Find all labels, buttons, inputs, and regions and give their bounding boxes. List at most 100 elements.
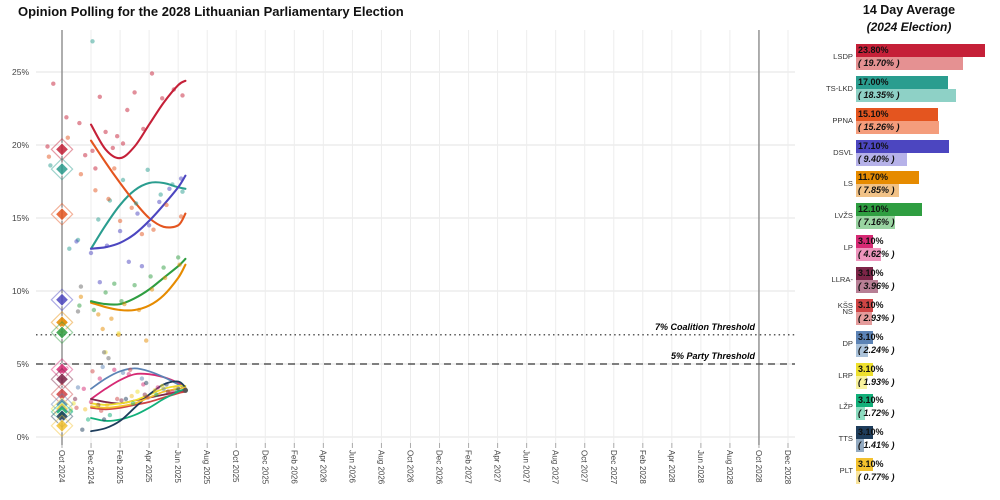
avg-value: 3.10%	[858, 427, 884, 438]
avg-value: 3.10%	[858, 363, 884, 374]
x-tick-label: Feb 2027	[464, 450, 473, 484]
x-tick-label: Jun 2025	[173, 450, 182, 483]
party-row-LLRA-KŠS: LLRA-KŠS 3.10% ( 3.96% )	[820, 266, 1000, 310]
scatter-point	[148, 274, 153, 279]
party-label: PLT	[839, 466, 853, 476]
party-row-LRP: LRP 3.10% ( 1.93% )	[820, 362, 1000, 390]
scatter-point	[109, 316, 114, 321]
election-bar	[856, 216, 895, 230]
scatter-point	[74, 239, 79, 244]
scatter-point	[72, 396, 78, 402]
avg-bar	[856, 171, 920, 185]
party-label: TS-LKD	[825, 83, 853, 93]
election-value: ( 1.72% )	[858, 408, 895, 419]
scatter-point	[116, 331, 121, 336]
avg-value: 15.10%	[858, 108, 889, 119]
party-row-NS: NS 3.10% ( 2.93% )	[820, 298, 1000, 326]
scatter-point	[132, 90, 137, 95]
x-tick-label: Aug 2025	[202, 450, 211, 485]
election-bar	[856, 152, 907, 166]
election-bar	[856, 279, 878, 293]
x-tick-label: Jun 2028	[696, 450, 705, 483]
election-bar	[856, 375, 867, 389]
scatter-point	[112, 281, 117, 286]
party-label: LVŽS	[834, 211, 853, 221]
scatter-point	[164, 202, 169, 208]
trend-convergence-dot	[182, 387, 189, 393]
scatter-point	[115, 396, 120, 402]
scatter-point	[104, 243, 110, 248]
scatter-point	[129, 205, 134, 210]
election-value: ( 2.93% )	[858, 312, 895, 323]
scatter-point	[119, 299, 124, 304]
scatter-point	[104, 402, 110, 408]
scatter-point	[139, 231, 145, 237]
trend-line-LS	[89, 263, 187, 312]
election-marker-TS-LKD	[55, 162, 69, 176]
election-bar	[856, 57, 963, 70]
party-label: NS	[842, 306, 853, 316]
x-tick-label: Oct 2026	[405, 450, 414, 483]
election-value: ( 0.77% )	[858, 472, 895, 483]
x-axis-labels: Oct 2024 Dec 2024 Feb 2025 Apr 2025 Jun 2025…	[57, 450, 792, 485]
x-tick-label: Feb 2028	[638, 450, 647, 484]
trend-line-PPNA	[89, 139, 187, 229]
election-value: ( 15.26% )	[858, 121, 900, 132]
scatter-point	[90, 148, 95, 153]
election-marker-PLT	[55, 418, 69, 433]
election-marker-halo	[50, 358, 74, 381]
scatter-point	[162, 275, 168, 281]
avg-value: 3.10%	[858, 267, 884, 278]
x-tick-label: Apr 2027	[493, 450, 502, 483]
scatter-point	[96, 217, 101, 222]
avg-bar	[856, 362, 873, 376]
x-tick-label: Dec 2027	[609, 450, 618, 485]
avg-bar	[856, 203, 922, 217]
scatter-point	[173, 385, 178, 390]
election-result-markers	[50, 137, 74, 438]
scatter-point	[155, 385, 160, 390]
y-tick-label: 5%	[17, 359, 30, 369]
scatter-point	[178, 176, 184, 181]
scatter-point	[46, 154, 52, 159]
scatter-point	[145, 167, 150, 172]
scatter-point	[130, 401, 136, 406]
x-tick-label: Aug 2026	[376, 450, 385, 485]
scatter-point	[77, 120, 82, 126]
scatter-point	[93, 188, 98, 193]
party-label: LP	[843, 243, 853, 253]
y-tick-label: 25%	[12, 67, 29, 77]
election-marker-halo	[50, 321, 74, 344]
x-tick-label: Dec 2025	[260, 450, 269, 485]
polling-timeline-chart: Oct 2024 Dec 2024 Feb 2025 Apr 2025 Jun 2025…	[12, 30, 795, 485]
scatter-point	[115, 134, 120, 139]
election-marker-LLRA-KŠS	[55, 372, 69, 387]
y-tick-label: 10%	[12, 286, 29, 296]
party-row-TS-LKD: TS-LKD 17.00% ( 18.35% )	[820, 75, 1000, 103]
avg-bar	[856, 298, 873, 312]
election-bar	[856, 120, 939, 134]
x-tick-label: Jun 2026	[347, 450, 356, 483]
scatter-point	[78, 294, 84, 299]
scatter-point	[167, 391, 172, 396]
party-row-LSDP: LSDP 23.80% ( 19.70% )	[820, 44, 1000, 71]
party-label: LLRA-KŠS	[831, 274, 853, 310]
scatter-point	[51, 81, 56, 86]
scatter-point	[139, 264, 145, 269]
election-marker-LP	[55, 362, 69, 377]
scatter-point	[170, 182, 175, 187]
scatter-point	[144, 338, 149, 343]
avg-bar	[856, 75, 949, 89]
scatter-point	[93, 166, 98, 171]
trend-lines	[89, 79, 187, 433]
scatter-point	[78, 172, 84, 177]
election-bar	[856, 343, 869, 357]
scatter-point	[152, 388, 158, 393]
threshold-label: 5% Party Threshold	[671, 351, 756, 361]
scatter-point	[178, 214, 184, 219]
party-row-LS: LS 11.70% ( 7.85% )	[820, 171, 1000, 198]
election-marker-halo	[50, 397, 74, 421]
panel-title: 14 Day Average	[862, 3, 956, 17]
x-tick-label: Jun 2027	[522, 450, 531, 483]
election-marker-NS	[55, 387, 69, 402]
